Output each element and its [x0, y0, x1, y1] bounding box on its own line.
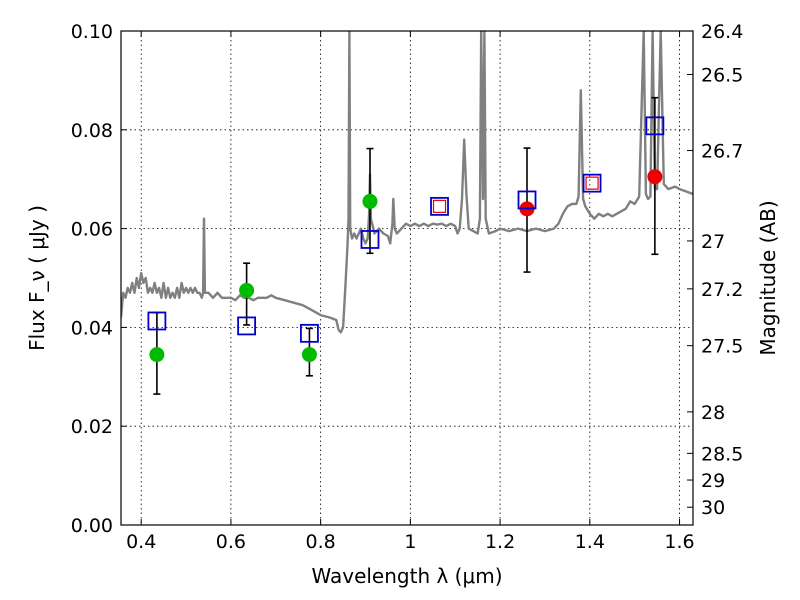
plot-area — [121, 31, 693, 395]
right-tick-label: 30 — [701, 497, 725, 519]
observed-flux-point — [239, 282, 255, 298]
y-axis-label: Flux F_ν ( μJy ) — [25, 205, 49, 351]
x-tick-label: 1.2 — [485, 531, 515, 553]
x-tick-label: 0.6 — [216, 531, 246, 553]
right-tick-label: 27.5 — [701, 336, 743, 358]
observed-flux-point — [301, 347, 317, 363]
observed-flux-point — [647, 169, 663, 185]
y-tick-label: 0.00 — [71, 515, 113, 537]
right-tick-label: 26.4 — [701, 21, 743, 43]
x-tick-label: 1.6 — [664, 531, 694, 553]
model-flux-marker — [582, 173, 602, 193]
upper-limit-marker — [585, 176, 599, 190]
upper-limit-marker — [432, 199, 447, 213]
model-flux-marker — [360, 230, 380, 249]
y-tick-label: 0.04 — [71, 317, 113, 339]
right-tick-label: 28 — [701, 402, 725, 424]
y-axis-right-label: Magnitude (AB) — [756, 200, 780, 355]
right-tick-label: 26.5 — [701, 64, 743, 86]
model-flux-marker — [147, 311, 167, 331]
x-tick-label: 0.4 — [126, 531, 156, 553]
right-tick-label: 27.2 — [701, 279, 743, 301]
grid-lines — [121, 30, 693, 526]
x-tick-label: 1.4 — [575, 531, 605, 553]
right-tick-label: 27 — [701, 231, 725, 253]
right-tick-label: 26.7 — [701, 141, 743, 163]
observed-flux-point — [362, 193, 378, 209]
model-flux-marker — [237, 316, 257, 336]
right-tick-label: 28.5 — [701, 443, 743, 465]
y-tick-label: 0.08 — [71, 120, 113, 142]
y-tick-label: 0.02 — [71, 416, 113, 438]
model-flux-marker — [300, 323, 319, 343]
template-spectrum-line — [121, 31, 693, 334]
x-tick-label: 0.8 — [306, 531, 336, 553]
x-axis-label: Wavelength λ (μm) — [311, 564, 502, 588]
y-tick-label: 0.06 — [71, 219, 113, 241]
plot-frame — [120, 30, 694, 526]
axis-ticks: 0.4 0.6 0.8 1 1.2 1.4 1.6 0.00 0.02 0.04 0.06 0.08 0… — [71, 21, 744, 553]
y-tick-label: 0.10 — [71, 21, 113, 43]
model-flux-marker — [517, 190, 537, 210]
observed-flux-point — [149, 347, 165, 363]
model-flux-marker — [645, 116, 665, 136]
model-flux-marker — [430, 196, 449, 216]
right-tick-label: 29 — [701, 470, 725, 492]
x-tick-label: 1 — [404, 531, 416, 553]
